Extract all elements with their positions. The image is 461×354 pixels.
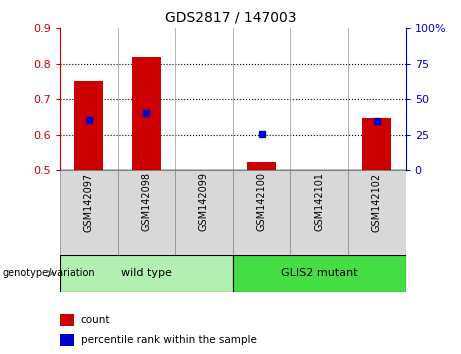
Text: wild type: wild type xyxy=(121,268,172,279)
Text: count: count xyxy=(81,315,110,325)
Text: GSM142101: GSM142101 xyxy=(314,172,324,232)
Bar xyxy=(74,81,103,170)
Bar xyxy=(233,255,406,292)
Bar xyxy=(362,118,391,170)
Bar xyxy=(132,57,161,170)
Text: percentile rank within the sample: percentile rank within the sample xyxy=(81,335,257,345)
Text: GSM142102: GSM142102 xyxy=(372,172,382,232)
Text: GLIS2 mutant: GLIS2 mutant xyxy=(281,268,358,279)
Bar xyxy=(290,170,348,255)
Bar xyxy=(60,334,74,346)
Text: GDS2817 / 147003: GDS2817 / 147003 xyxy=(165,11,296,25)
Bar xyxy=(175,170,233,255)
Bar xyxy=(247,162,276,170)
Text: genotype/variation: genotype/variation xyxy=(2,268,95,279)
Text: GSM142100: GSM142100 xyxy=(257,172,266,232)
Text: GSM142099: GSM142099 xyxy=(199,172,209,232)
Bar xyxy=(348,170,406,255)
Bar xyxy=(60,314,74,326)
Bar xyxy=(60,255,233,292)
Text: GSM142097: GSM142097 xyxy=(84,172,94,232)
Text: GSM142098: GSM142098 xyxy=(142,172,151,232)
Bar xyxy=(118,170,175,255)
Bar xyxy=(60,170,118,255)
Bar xyxy=(233,170,290,255)
